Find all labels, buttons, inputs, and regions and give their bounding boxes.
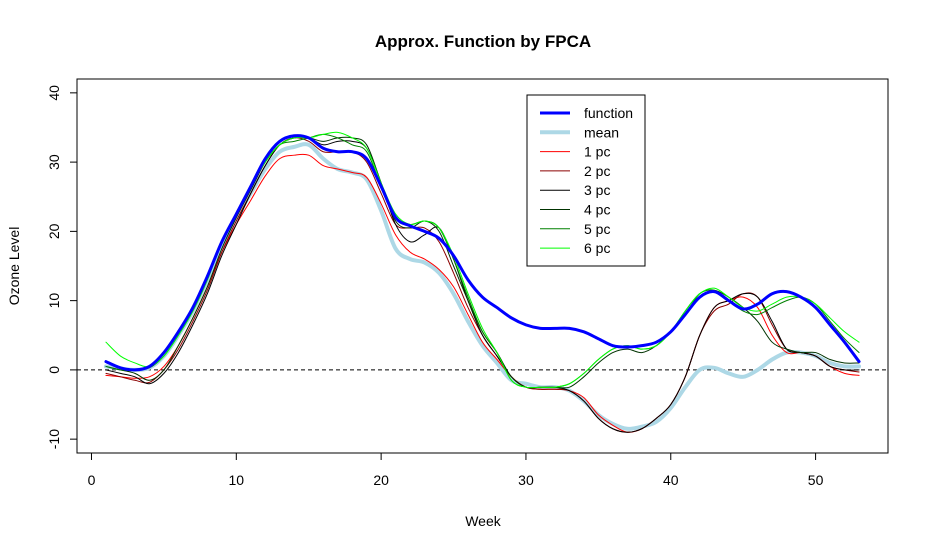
series-line-3-pc [105, 136, 860, 433]
y-tick-label: 10 [46, 293, 62, 309]
legend-label-mean: mean [584, 124, 619, 140]
x-tick-label: 30 [518, 472, 534, 488]
x-tick-label: 20 [373, 472, 389, 488]
x-tick-label: 10 [229, 472, 245, 488]
series-line-5-pc [105, 133, 860, 389]
x-axis: 0 10 20 30 40 50 [88, 452, 824, 488]
y-tick-label: 0 [46, 366, 62, 374]
legend-label-3-pc: 3 pc [584, 182, 610, 198]
y-axis-label: Ozone Level [6, 227, 22, 306]
x-tick-label: 50 [808, 472, 824, 488]
y-axis: -10 0 10 20 30 40 [46, 85, 78, 449]
series-line-function [104, 134, 861, 372]
legend-box [526, 94, 646, 267]
plot-frame [76, 78, 889, 454]
legend: function mean 1 pc 2 pc 3 pc 4 pc 5 pc 6 pc [526, 94, 646, 267]
y-tick-label: 30 [46, 154, 62, 170]
series-line-1-pc [105, 153, 860, 433]
x-tick-label: 40 [663, 472, 679, 488]
legend-label-6-pc: 6 pc [584, 240, 610, 256]
series-line-mean [103, 142, 862, 431]
series-layer [103, 131, 862, 433]
legend-label-4-pc: 4 pc [584, 202, 610, 218]
series-line-2-pc [105, 137, 860, 433]
legend-label-5-pc: 5 pc [584, 221, 610, 237]
y-tick-label: -10 [46, 429, 62, 449]
y-tick-label: 20 [46, 223, 62, 239]
chart-title: Approx. Function by FPCA [375, 32, 591, 51]
x-axis-label: Week [465, 513, 502, 529]
legend-label-function: function [584, 105, 633, 121]
legend-label-2-pc: 2 pc [584, 163, 610, 179]
legend-label-1-pc: 1 pc [584, 144, 610, 160]
x-tick-label: 0 [88, 472, 96, 488]
y-tick-label: 40 [46, 85, 62, 101]
